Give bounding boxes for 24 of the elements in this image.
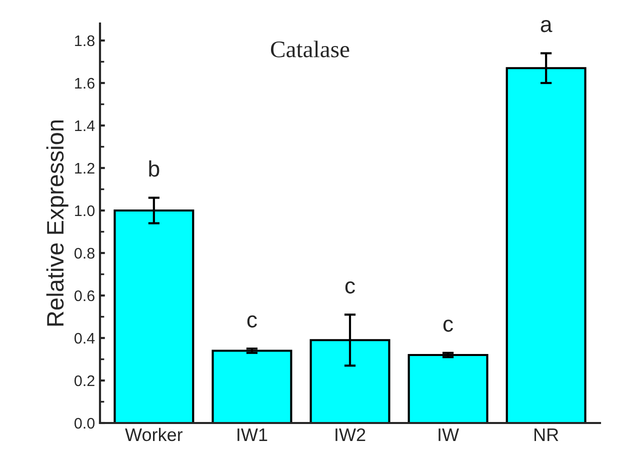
y-tick-label: 0.8	[74, 248, 94, 259]
x-tick-label: IW1	[238, 428, 268, 441]
y-tick-label: 1.4	[75, 120, 95, 132]
y-tick-label: 0.0	[74, 418, 95, 429]
bar	[408, 354, 488, 423]
text: Catalase	[270, 40, 350, 58]
bar	[212, 350, 292, 423]
y-tick-label: 1.2	[75, 162, 94, 174]
annotation: c	[345, 281, 355, 294]
x-tick-label: Worker	[125, 428, 183, 442]
x-tick-label: IW	[438, 428, 460, 441]
x-tick-label: IW2	[336, 428, 366, 441]
y-tick-label: 0.6	[74, 290, 94, 302]
y-tick-label: 1.0	[75, 205, 95, 216]
y-axis-title: Relative Expression	[46, 120, 68, 326]
annotation: c	[443, 320, 454, 332]
annotation: b	[149, 160, 160, 177]
y-tick-label: 1.6	[75, 78, 94, 89]
y-tick-label: 0.4	[74, 332, 95, 344]
x-tick-label: NR	[534, 428, 558, 441]
y-tick-label: 0.2	[74, 375, 94, 386]
annotation: a	[540, 20, 552, 32]
y-tick-label: 1.8	[75, 35, 94, 46]
annotation: c	[247, 315, 257, 328]
